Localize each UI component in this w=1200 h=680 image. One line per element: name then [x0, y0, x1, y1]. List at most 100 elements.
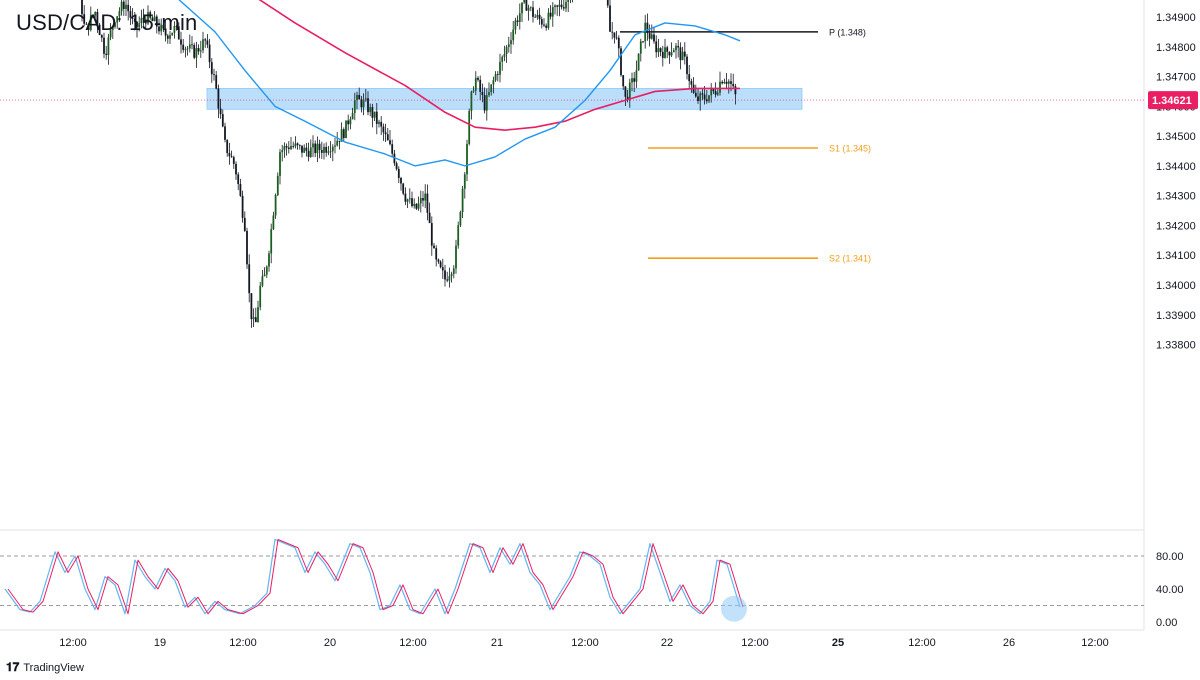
time-tick-label: 25 [832, 637, 844, 649]
price-tick-label: 1.34100 [1156, 250, 1196, 262]
candle-body [624, 86, 627, 97]
candle-body [565, 2, 567, 9]
candle-body [725, 81, 728, 84]
candle-body [633, 78, 636, 82]
candle-body [417, 203, 420, 209]
time-tick-label: 12:00 [399, 637, 427, 649]
candle-body [657, 48, 660, 53]
candle-body [380, 121, 383, 127]
oscillator-line-k [4, 538, 741, 615]
candle-body [114, 22, 116, 27]
candle-body [694, 92, 697, 97]
oscillator-tick-label: 0.00 [1156, 617, 1177, 629]
candle-body [111, 26, 114, 30]
candle-body [329, 151, 332, 153]
candle-body [494, 74, 497, 81]
candle-body [369, 107, 372, 113]
candle-body [457, 225, 460, 246]
candle-body [215, 75, 218, 89]
price-tick-label: 1.34800 [1156, 42, 1196, 54]
candle-body [290, 145, 292, 150]
candle-body [296, 143, 299, 145]
candle-body [362, 99, 365, 108]
oscillator-highlight [721, 595, 747, 622]
time-tick-label: 12:00 [59, 637, 87, 649]
candle-body [92, 15, 94, 17]
candle-body [334, 145, 336, 147]
candle-body [241, 195, 244, 218]
candle-body [551, 7, 554, 17]
candle-body [345, 120, 347, 139]
candle-body [351, 112, 354, 120]
candle-body [617, 37, 620, 49]
candle-body [127, 4, 130, 12]
candle-body [516, 20, 519, 22]
candle-body [439, 261, 442, 268]
candle-body [459, 212, 462, 226]
candle-body [435, 248, 438, 260]
candle-body [653, 34, 655, 42]
candle-body [250, 293, 253, 320]
candle-body [400, 177, 402, 184]
candle-body [276, 175, 279, 196]
candle-body [468, 110, 471, 144]
candle-body [507, 44, 510, 48]
brand-name: TradingView [23, 661, 84, 674]
candle-body [492, 80, 495, 85]
candle-body [558, 4, 561, 7]
candle-body [164, 28, 167, 36]
candle-body [208, 44, 211, 63]
candle-body [230, 156, 233, 158]
pivot-level-label: S1 (1.345) [829, 144, 871, 154]
candle-body [518, 13, 521, 22]
candle-body [353, 100, 356, 113]
candle-body [712, 89, 715, 92]
candle-body [690, 81, 693, 85]
candle-body [221, 114, 224, 127]
candle-body [224, 126, 226, 140]
candle-body [474, 77, 477, 91]
candle-body [281, 150, 284, 153]
price-tick-label: 1.34400 [1156, 161, 1196, 173]
last-price-badge [1148, 91, 1198, 110]
chart-title: USD/CAD: 15-min [16, 10, 198, 35]
candle-body [481, 91, 484, 96]
candle-body [501, 56, 504, 62]
candle-body [109, 29, 112, 38]
candle-body [681, 51, 684, 61]
candle-body [408, 198, 411, 200]
candle-body [122, 1, 125, 9]
candle-body [716, 92, 719, 95]
price-tick-label: 1.34000 [1156, 280, 1196, 292]
candle-body [525, 0, 528, 11]
candle-body [303, 147, 306, 153]
candle-body [340, 129, 343, 142]
candle-body [259, 285, 262, 308]
candle-body [664, 47, 666, 58]
candle-body [182, 44, 185, 50]
candle-body [257, 307, 259, 323]
time-tick-label: 12:00 [229, 637, 257, 649]
candle-body [402, 183, 405, 194]
candle-body [160, 24, 163, 32]
candle-body [679, 47, 682, 61]
candle-body [534, 16, 537, 18]
candle-body [406, 199, 409, 202]
candle-body [327, 151, 330, 153]
candle-body [683, 51, 686, 57]
candle-body [560, 4, 563, 8]
candle-body [503, 54, 506, 57]
candle-body [637, 53, 640, 71]
time-tick-label: 12:00 [908, 637, 936, 649]
candle-body [292, 145, 295, 147]
candle-body [177, 26, 180, 40]
candle-body [666, 47, 669, 52]
candle-body [228, 153, 231, 157]
candle-body [404, 193, 407, 202]
candle-body [510, 40, 512, 45]
candle-body [226, 139, 229, 154]
candle-body [730, 81, 732, 84]
candle-body [349, 119, 352, 125]
candle-body [294, 143, 297, 147]
candle-body [543, 24, 545, 26]
